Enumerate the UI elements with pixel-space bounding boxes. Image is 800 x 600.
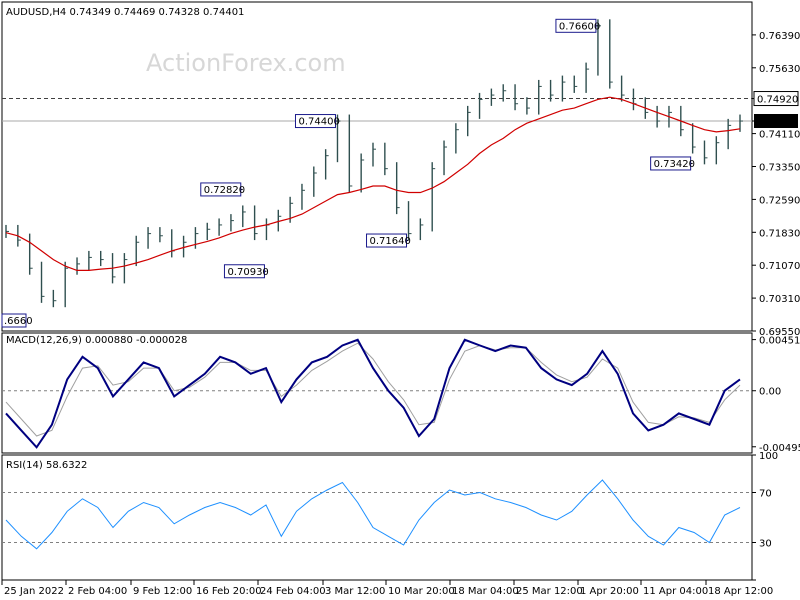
annotation-box xyxy=(223,264,265,279)
x-tick-label: 2 Feb 04:00 xyxy=(68,586,127,597)
pane-border xyxy=(1,454,753,581)
current-price-tag xyxy=(754,114,798,129)
y-tick-label: 0.75630 xyxy=(759,64,800,75)
pane-border xyxy=(1,1,753,332)
annotation-label: 0.74400 xyxy=(298,117,339,128)
annotation-box xyxy=(200,182,242,197)
macd-signal-line xyxy=(5,342,741,437)
y-tick-label: 0.72590 xyxy=(759,195,800,206)
x-tick-label: 3 Mar 12:00 xyxy=(325,586,385,597)
resistance-label: 0.74920 xyxy=(757,95,798,106)
macd-y-tick-label: 0.00 xyxy=(759,387,781,398)
frame xyxy=(1,1,753,581)
macd-header: MACD(12,26,9) 0.000880 -0.000028 xyxy=(6,335,187,346)
moving-average-line xyxy=(5,96,741,271)
x-tick-label: 18 Mar 04:00 xyxy=(452,586,519,597)
x-tick-label: 25 Jan 2022 xyxy=(4,586,64,597)
rsi-line xyxy=(5,479,741,550)
macd-pane: MACD(12,26,9) 0.000880 -0.000028 0.00451… xyxy=(2,335,800,454)
x-tick-label: 24 Feb 04:00 xyxy=(260,586,326,597)
y-tick-label: 0.76390 xyxy=(759,31,800,42)
annotation-box xyxy=(555,18,597,33)
annotation-label: 0.72820 xyxy=(204,185,245,196)
y-tick-label: 0.71070 xyxy=(759,261,800,272)
pane-border xyxy=(1,332,753,454)
annotation-label: 0.76600 xyxy=(559,21,600,32)
annotation-label: 0.73420 xyxy=(654,159,695,170)
x-tick-label: 18 Apr 12:00 xyxy=(708,586,773,597)
macd-y-tick-label: -0.00495 xyxy=(759,443,800,454)
y-tick-label: 0.73350 xyxy=(759,163,800,174)
rsi-y-tick-label: 70 xyxy=(759,489,772,500)
resistance-tag xyxy=(753,91,799,107)
y-tick-label: 0.69550 xyxy=(759,327,800,338)
x-tick-label: 10 Mar 20:00 xyxy=(388,586,455,597)
x-tick-label: 25 Mar 12:00 xyxy=(516,586,583,597)
macd-line xyxy=(5,338,741,449)
watermark: ActionForex.com xyxy=(146,49,346,77)
rsi-y-tick-label: 30 xyxy=(759,539,772,550)
rsi-header: RSI(14) 58.6322 xyxy=(6,460,87,471)
y-tick-label: 0.71830 xyxy=(759,228,800,239)
x-tick-label: 1 Apr 20:00 xyxy=(580,586,639,597)
current-price-label: 0.74401 xyxy=(757,117,798,128)
rsi-pane: RSI(14) 58.6322 100 70 30 xyxy=(2,451,778,581)
x-tick-label: 16 Feb 20:00 xyxy=(196,586,262,597)
annotation-box xyxy=(1,313,27,328)
annotation-label: 0.71640 xyxy=(370,236,411,247)
annotation-box xyxy=(366,233,408,248)
rsi-y-tick-label: 100 xyxy=(759,451,778,462)
annotation-label: 0.70930 xyxy=(227,267,268,278)
annotation-box xyxy=(294,114,336,129)
macd-y-tick-label: 0.004517 xyxy=(759,336,800,347)
y-tick-label: 0.70310 xyxy=(759,294,800,305)
x-tick-label: 11 Apr 04:00 xyxy=(643,586,708,597)
price-pane: ActionForex.com AUDUSD,H4 0.74349 0.7446… xyxy=(1,7,800,338)
annotation-label: .6660 xyxy=(4,316,33,327)
x-tick-label: 9 Feb 12:00 xyxy=(133,586,192,597)
x-axis: 25 Jan 2022 2 Feb 04:00 9 Feb 12:00 16 Feb … xyxy=(1,580,773,597)
y-tick-label: 0.74110 xyxy=(759,130,800,141)
annotation-box xyxy=(650,156,692,171)
price-header: AUDUSD,H4 0.74349 0.74469 0.74328 0.7440… xyxy=(6,7,244,18)
